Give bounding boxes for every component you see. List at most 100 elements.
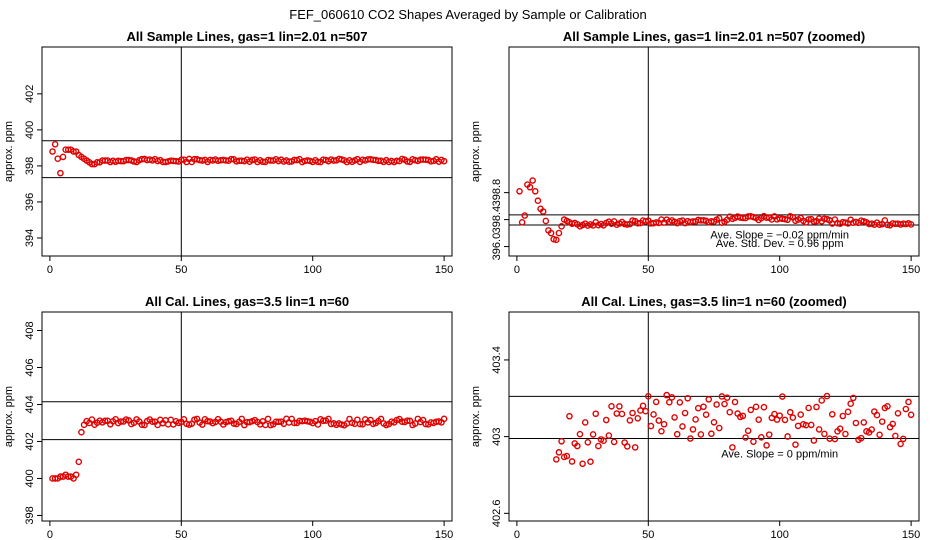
data-point <box>655 417 663 424</box>
data-point <box>702 411 710 418</box>
data-point <box>652 398 660 406</box>
data-point <box>810 218 818 225</box>
x-tick-label: 50 <box>642 529 654 540</box>
data-point <box>729 444 736 451</box>
data-point <box>356 420 364 428</box>
data-point <box>760 403 768 411</box>
data-point <box>555 229 563 237</box>
data-point <box>842 430 849 438</box>
data-point <box>907 411 915 419</box>
data-point <box>700 403 707 411</box>
data-point <box>547 229 555 237</box>
data-point <box>314 158 322 166</box>
y-tick-label: 396.0 <box>491 233 503 261</box>
data-point <box>602 416 610 424</box>
data-point <box>710 418 718 426</box>
data-point <box>878 418 886 425</box>
data-point <box>899 435 907 443</box>
data-point <box>689 426 697 433</box>
data-point <box>592 410 600 418</box>
data-point <box>873 411 881 419</box>
data-point <box>581 419 589 426</box>
data-point <box>600 437 607 445</box>
data-point <box>78 428 85 436</box>
data-point <box>57 169 64 177</box>
data-point <box>248 156 256 164</box>
data-point <box>72 471 80 479</box>
data-point <box>907 221 915 228</box>
data-point <box>781 416 789 424</box>
y-tick-label: 402 <box>24 85 36 103</box>
x-tick-label: 50 <box>175 529 187 540</box>
data-point <box>663 391 670 399</box>
y-axis-label: approx. ppm <box>470 121 482 182</box>
data-point <box>587 458 594 466</box>
data-point <box>889 420 897 428</box>
y-tick-label: 402 <box>24 432 36 450</box>
data-point <box>553 236 560 244</box>
x-tick-label: 100 <box>771 264 789 276</box>
data-point <box>849 394 857 402</box>
data-point <box>789 414 797 421</box>
data-point <box>531 187 539 195</box>
data-point <box>644 393 652 400</box>
data-point <box>529 177 536 184</box>
data-point <box>765 431 773 438</box>
data-point <box>553 456 560 463</box>
data-point <box>828 410 836 418</box>
data-point <box>647 422 655 430</box>
data-point <box>747 406 755 414</box>
data-point <box>807 421 815 429</box>
x-tick-label: 150 <box>902 529 920 540</box>
y-tick-label: 398.8 <box>491 179 503 207</box>
data-point <box>731 398 739 406</box>
plot-frame <box>508 311 920 522</box>
figure-title: FEF_060610 CO2 Shapes Averaged by Sample… <box>289 7 646 22</box>
y-tick-label: 408 <box>24 321 36 339</box>
data-point <box>149 418 156 425</box>
data-point <box>59 153 67 161</box>
data-point <box>54 155 62 163</box>
data-point <box>821 430 828 438</box>
data-point <box>563 452 571 460</box>
data-point <box>225 417 232 425</box>
data-point <box>88 416 96 423</box>
plot-frame <box>41 311 453 522</box>
data-point <box>566 412 573 420</box>
data-point <box>894 409 902 417</box>
data-point <box>739 412 747 420</box>
data-point <box>605 432 613 439</box>
data-point <box>521 212 529 219</box>
data-point <box>660 420 668 428</box>
data-point <box>558 223 565 230</box>
data-point <box>781 215 789 223</box>
data-point <box>818 397 826 404</box>
x-tick-label: 50 <box>175 264 187 276</box>
panel-cal-zoom: All Cal. Lines, gas=3.5 lin=1 n=60 (zoom… <box>470 294 920 540</box>
y-tick-label: 398 <box>24 157 36 175</box>
data-point <box>671 414 678 421</box>
data-point <box>101 417 109 425</box>
y-axis-label: approx. ppm <box>3 386 15 447</box>
data-point <box>692 416 699 423</box>
data-point <box>681 409 689 417</box>
data-point <box>623 221 631 228</box>
annotation: Ave. Slope = −0.02 ppm/min <box>710 229 849 241</box>
data-point <box>763 442 770 449</box>
data-point <box>758 433 765 441</box>
data-point <box>860 419 868 426</box>
y-tick-label: 400 <box>24 469 36 487</box>
data-point <box>177 156 185 164</box>
y-tick-label: 404 <box>24 395 36 413</box>
data-point <box>694 404 702 412</box>
data-point <box>264 415 272 423</box>
x-tick-label: 0 <box>514 264 520 276</box>
data-point <box>595 442 602 450</box>
data-point <box>713 401 720 408</box>
data-point <box>199 421 206 428</box>
y-tick-label: 398 <box>24 506 36 524</box>
data-point <box>618 410 626 418</box>
data-point <box>608 402 615 410</box>
y-tick-label: 406 <box>24 358 36 376</box>
data-point <box>839 412 847 420</box>
